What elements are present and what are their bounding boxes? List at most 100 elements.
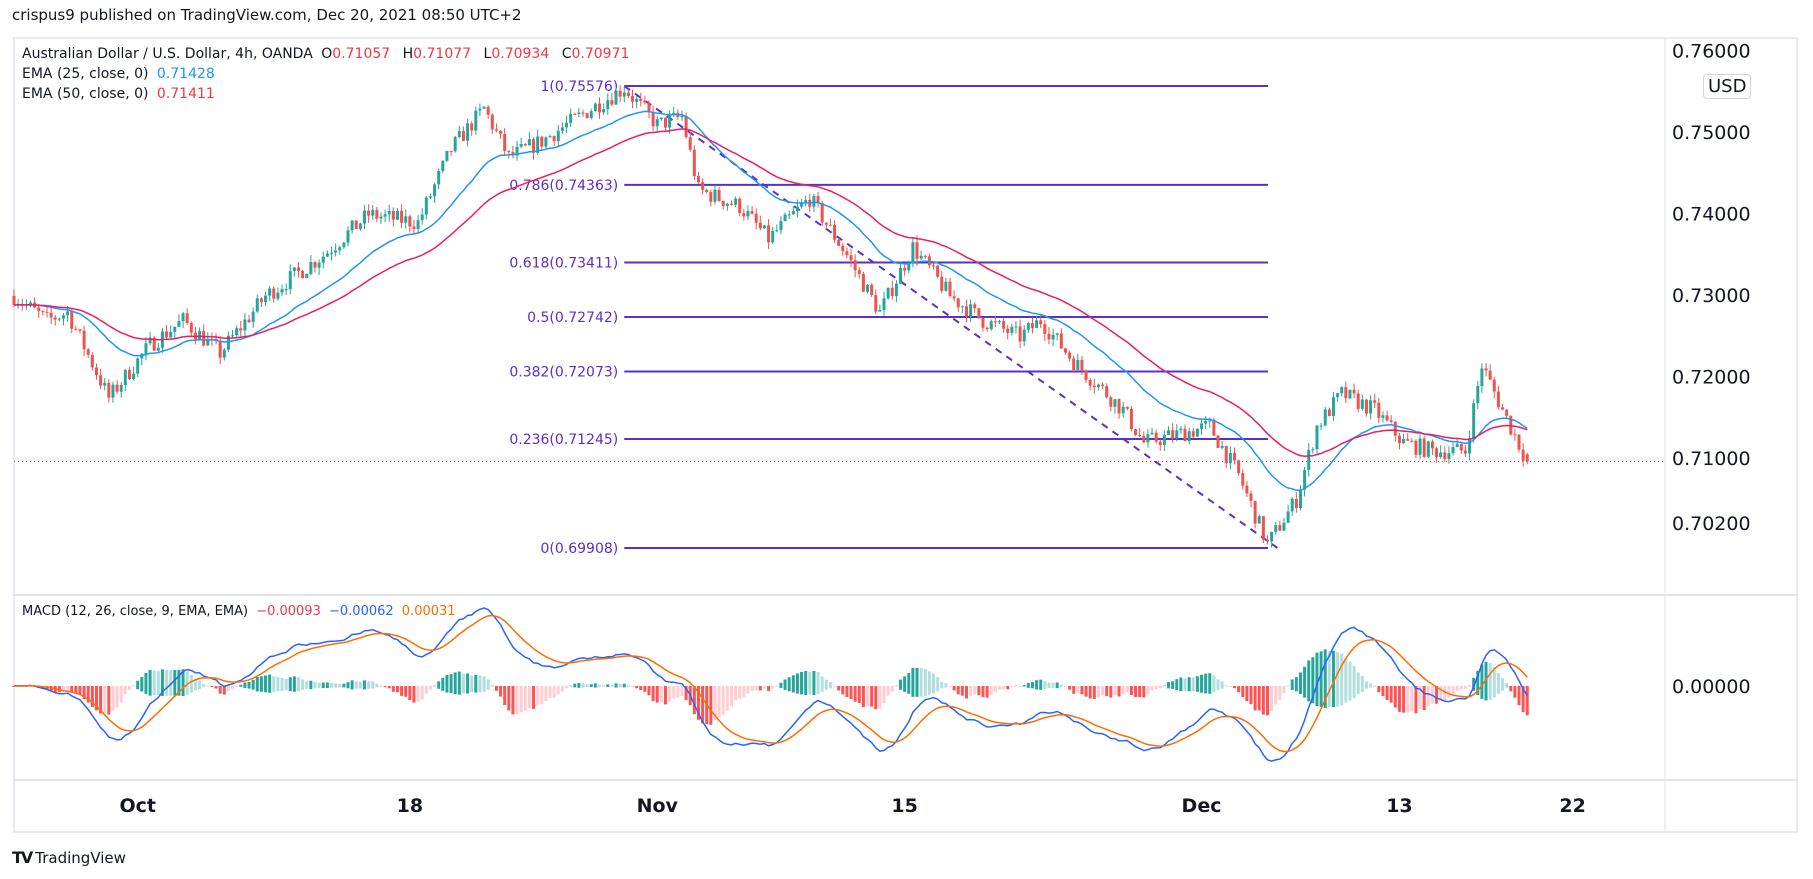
candle [1261, 516, 1265, 540]
candle [1113, 399, 1117, 407]
macd-histogram-bar [775, 685, 779, 687]
ema50-value: 0.71411 [156, 86, 215, 102]
candle [99, 375, 103, 386]
candle [486, 106, 490, 115]
candle [1265, 539, 1269, 542]
candle [725, 203, 729, 207]
macd-histogram-bar [1352, 665, 1356, 699]
macd-legend[interactable]: MACD (12, 26, close, 9, EMA, EMA) −0.000… [22, 604, 460, 619]
macd-histogram-bar [969, 686, 973, 696]
candle [1191, 431, 1195, 437]
candle [383, 214, 387, 217]
macd-histogram-bar [1468, 685, 1472, 687]
macd-histogram-bar [1521, 686, 1525, 713]
macd-histogram-bar [1496, 673, 1500, 694]
candle [1257, 516, 1261, 524]
candle [1035, 320, 1039, 329]
macd-histogram-bar [222, 686, 226, 695]
candle [845, 251, 849, 256]
candle [754, 213, 758, 223]
candle [1204, 421, 1208, 424]
candle [1286, 511, 1290, 523]
close-label: C [561, 46, 572, 62]
candle [705, 189, 709, 193]
macd-histogram-bar [795, 673, 799, 694]
candle [251, 311, 255, 323]
macd-histogram-bar [144, 672, 148, 694]
macd-histogram-bar [416, 686, 420, 702]
macd-histogram-bar [1171, 681, 1175, 689]
macd-histogram-bar [1410, 686, 1414, 712]
macd-histogram-bar [569, 685, 573, 687]
macd-histogram-bar [1117, 686, 1121, 697]
candle [375, 209, 379, 219]
candle [1134, 429, 1138, 436]
candle [313, 262, 317, 268]
macd-histogram-bar [997, 686, 1001, 690]
macd-histogram-bar [391, 686, 395, 692]
candle [1282, 522, 1286, 531]
candle [783, 214, 787, 222]
candle [321, 256, 325, 263]
tradingview-branding[interactable]: TV TradingView [12, 848, 126, 867]
candle [1336, 393, 1340, 398]
candle [907, 262, 911, 271]
macd-histogram-bar [622, 683, 626, 688]
macd-histogram-bar [532, 686, 536, 709]
macd-histogram-bar [329, 682, 333, 688]
macd-histogram-bar [1443, 686, 1447, 702]
candle [387, 211, 391, 215]
open-value: 0.71057 [332, 46, 391, 62]
macd-histogram-bar [428, 686, 432, 690]
macd-histogram-bar [1233, 686, 1237, 689]
candle [721, 200, 725, 207]
candle [1175, 430, 1179, 439]
macd-histogram-bar [1270, 686, 1274, 712]
macd-histogram-bar [560, 686, 564, 692]
candle [870, 284, 874, 296]
candle [824, 222, 828, 225]
macd-histogram-bar [750, 686, 754, 691]
candle [820, 203, 824, 223]
macd-histogram-bar [515, 686, 519, 715]
time-tick-label: Dec [1182, 795, 1222, 817]
macd-histogram-bar [1072, 686, 1076, 694]
macd-histogram-bar [226, 686, 230, 692]
candle [750, 211, 754, 214]
candle [1117, 399, 1121, 414]
macd-histogram-bar [1278, 686, 1282, 700]
macd-histogram-bar [565, 686, 569, 689]
macd-histogram-bar [1393, 686, 1397, 708]
candle [915, 242, 919, 259]
candle [123, 369, 127, 386]
candle [1484, 368, 1488, 371]
ema50-line [13, 128, 1528, 457]
candle [1076, 359, 1080, 370]
macd-histogram-bar [1035, 680, 1039, 690]
candle [804, 199, 808, 204]
macd-histogram-bar [923, 668, 927, 697]
macd-histogram-bar [1138, 686, 1142, 698]
macd-histogram-bar [255, 676, 259, 692]
candle [1459, 443, 1463, 451]
ema50-legend[interactable]: EMA (50, close, 0) 0.71411 [22, 86, 219, 102]
macd-histogram-bar [713, 686, 717, 720]
macd-histogram-bar [346, 682, 350, 689]
candle [466, 123, 470, 141]
currency-button[interactable]: USD [1703, 74, 1752, 99]
macd-histogram-bar [948, 686, 952, 688]
macd-histogram-bar [433, 685, 437, 687]
candles [12, 85, 1529, 548]
macd-histogram-bar [519, 686, 523, 713]
candle [861, 273, 865, 292]
macd-histogram-bar [251, 679, 255, 690]
candle [1422, 438, 1426, 457]
candle [1455, 443, 1459, 448]
candle [115, 384, 119, 392]
macd-histogram-bar [1414, 686, 1418, 714]
ema25-legend[interactable]: EMA (25, close, 0) 0.71428 [22, 66, 219, 82]
fib-level-label: 0.5(0.72742) [527, 310, 618, 326]
macd-histogram-bar [1002, 686, 1006, 690]
macd-histogram-bar [1150, 686, 1154, 691]
